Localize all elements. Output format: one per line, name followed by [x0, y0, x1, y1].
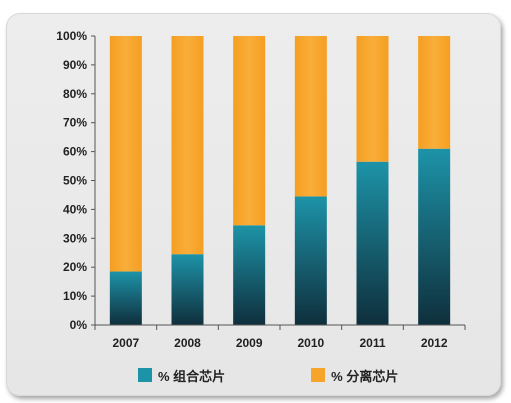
x-tick-label: 2010	[297, 336, 324, 350]
y-tick-label: 100%	[56, 29, 87, 43]
bar-segment-combined-chip-2010	[294, 196, 327, 325]
bar-segment-combined-chip-2007	[109, 271, 142, 325]
y-tick-label: 20%	[63, 260, 87, 274]
legend-label-combined-chip: % 组合芯片	[158, 368, 226, 384]
legend-label-discrete-chip: % 分离芯片	[331, 368, 399, 384]
y-tick-label: 40%	[63, 202, 87, 216]
legend-swatch-combined-chip	[138, 368, 152, 382]
y-tick-label: 80%	[63, 87, 87, 101]
y-axis: 0% 10% 20% 30% 40% 50% 60% 70% 80% 90% 100%	[56, 29, 96, 332]
y-tick-label: 60%	[63, 145, 87, 159]
bar-segment-discrete-chip-2011	[356, 36, 389, 162]
legend-item-discrete-chip: % 分离芯片	[311, 366, 398, 385]
bar-segment-combined-chip-2009	[233, 225, 266, 325]
y-tick-label: 50%	[63, 174, 87, 188]
legend-swatch-discrete-chip	[311, 368, 326, 382]
bar-segment-combined-chip-2011	[356, 161, 389, 325]
bar-segment-combined-chip-2012	[418, 148, 451, 325]
bar-segment-combined-chip-2008	[171, 254, 204, 325]
bar-segment-discrete-chip-2007	[109, 36, 142, 272]
y-tick-label: 0%	[70, 318, 88, 332]
bar-segment-discrete-chip-2008	[171, 36, 204, 255]
x-tick-label: 2011	[359, 336, 385, 350]
bar-segment-discrete-chip-2012	[418, 36, 451, 149]
bar-segment-discrete-chip-2010	[294, 36, 327, 197]
x-tick-label: 2012	[421, 336, 448, 350]
legend: % 组合芯片 % 分离芯片	[138, 366, 398, 385]
y-tick-label: 70%	[63, 116, 87, 130]
x-tick-label: 2009	[236, 336, 263, 350]
bar-segment-discrete-chip-2009	[233, 36, 266, 226]
y-tick-label: 90%	[63, 58, 87, 72]
legend-item-combined-chip: % 组合芯片	[138, 366, 225, 385]
x-axis: 2007 2008 2009 2010 2011 2012	[94, 324, 466, 350]
y-tick-label: 30%	[63, 231, 87, 245]
x-tick-label: 2007	[112, 336, 139, 350]
bars	[109, 36, 451, 325]
y-tick-label: 10%	[63, 289, 87, 303]
x-tick-label: 2008	[174, 336, 201, 350]
